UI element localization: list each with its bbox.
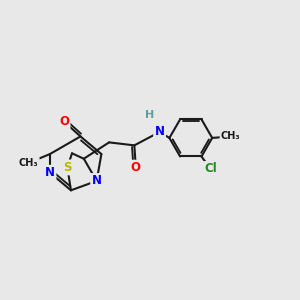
- Text: CH₃: CH₃: [221, 131, 241, 141]
- Text: S: S: [63, 161, 72, 174]
- Text: H: H: [145, 110, 154, 120]
- Text: CH₃: CH₃: [19, 158, 38, 168]
- Text: N: N: [92, 175, 102, 188]
- Text: N: N: [154, 125, 165, 139]
- Text: N: N: [45, 166, 55, 179]
- Text: O: O: [131, 161, 141, 174]
- Text: O: O: [59, 115, 69, 128]
- Text: Cl: Cl: [204, 162, 217, 176]
